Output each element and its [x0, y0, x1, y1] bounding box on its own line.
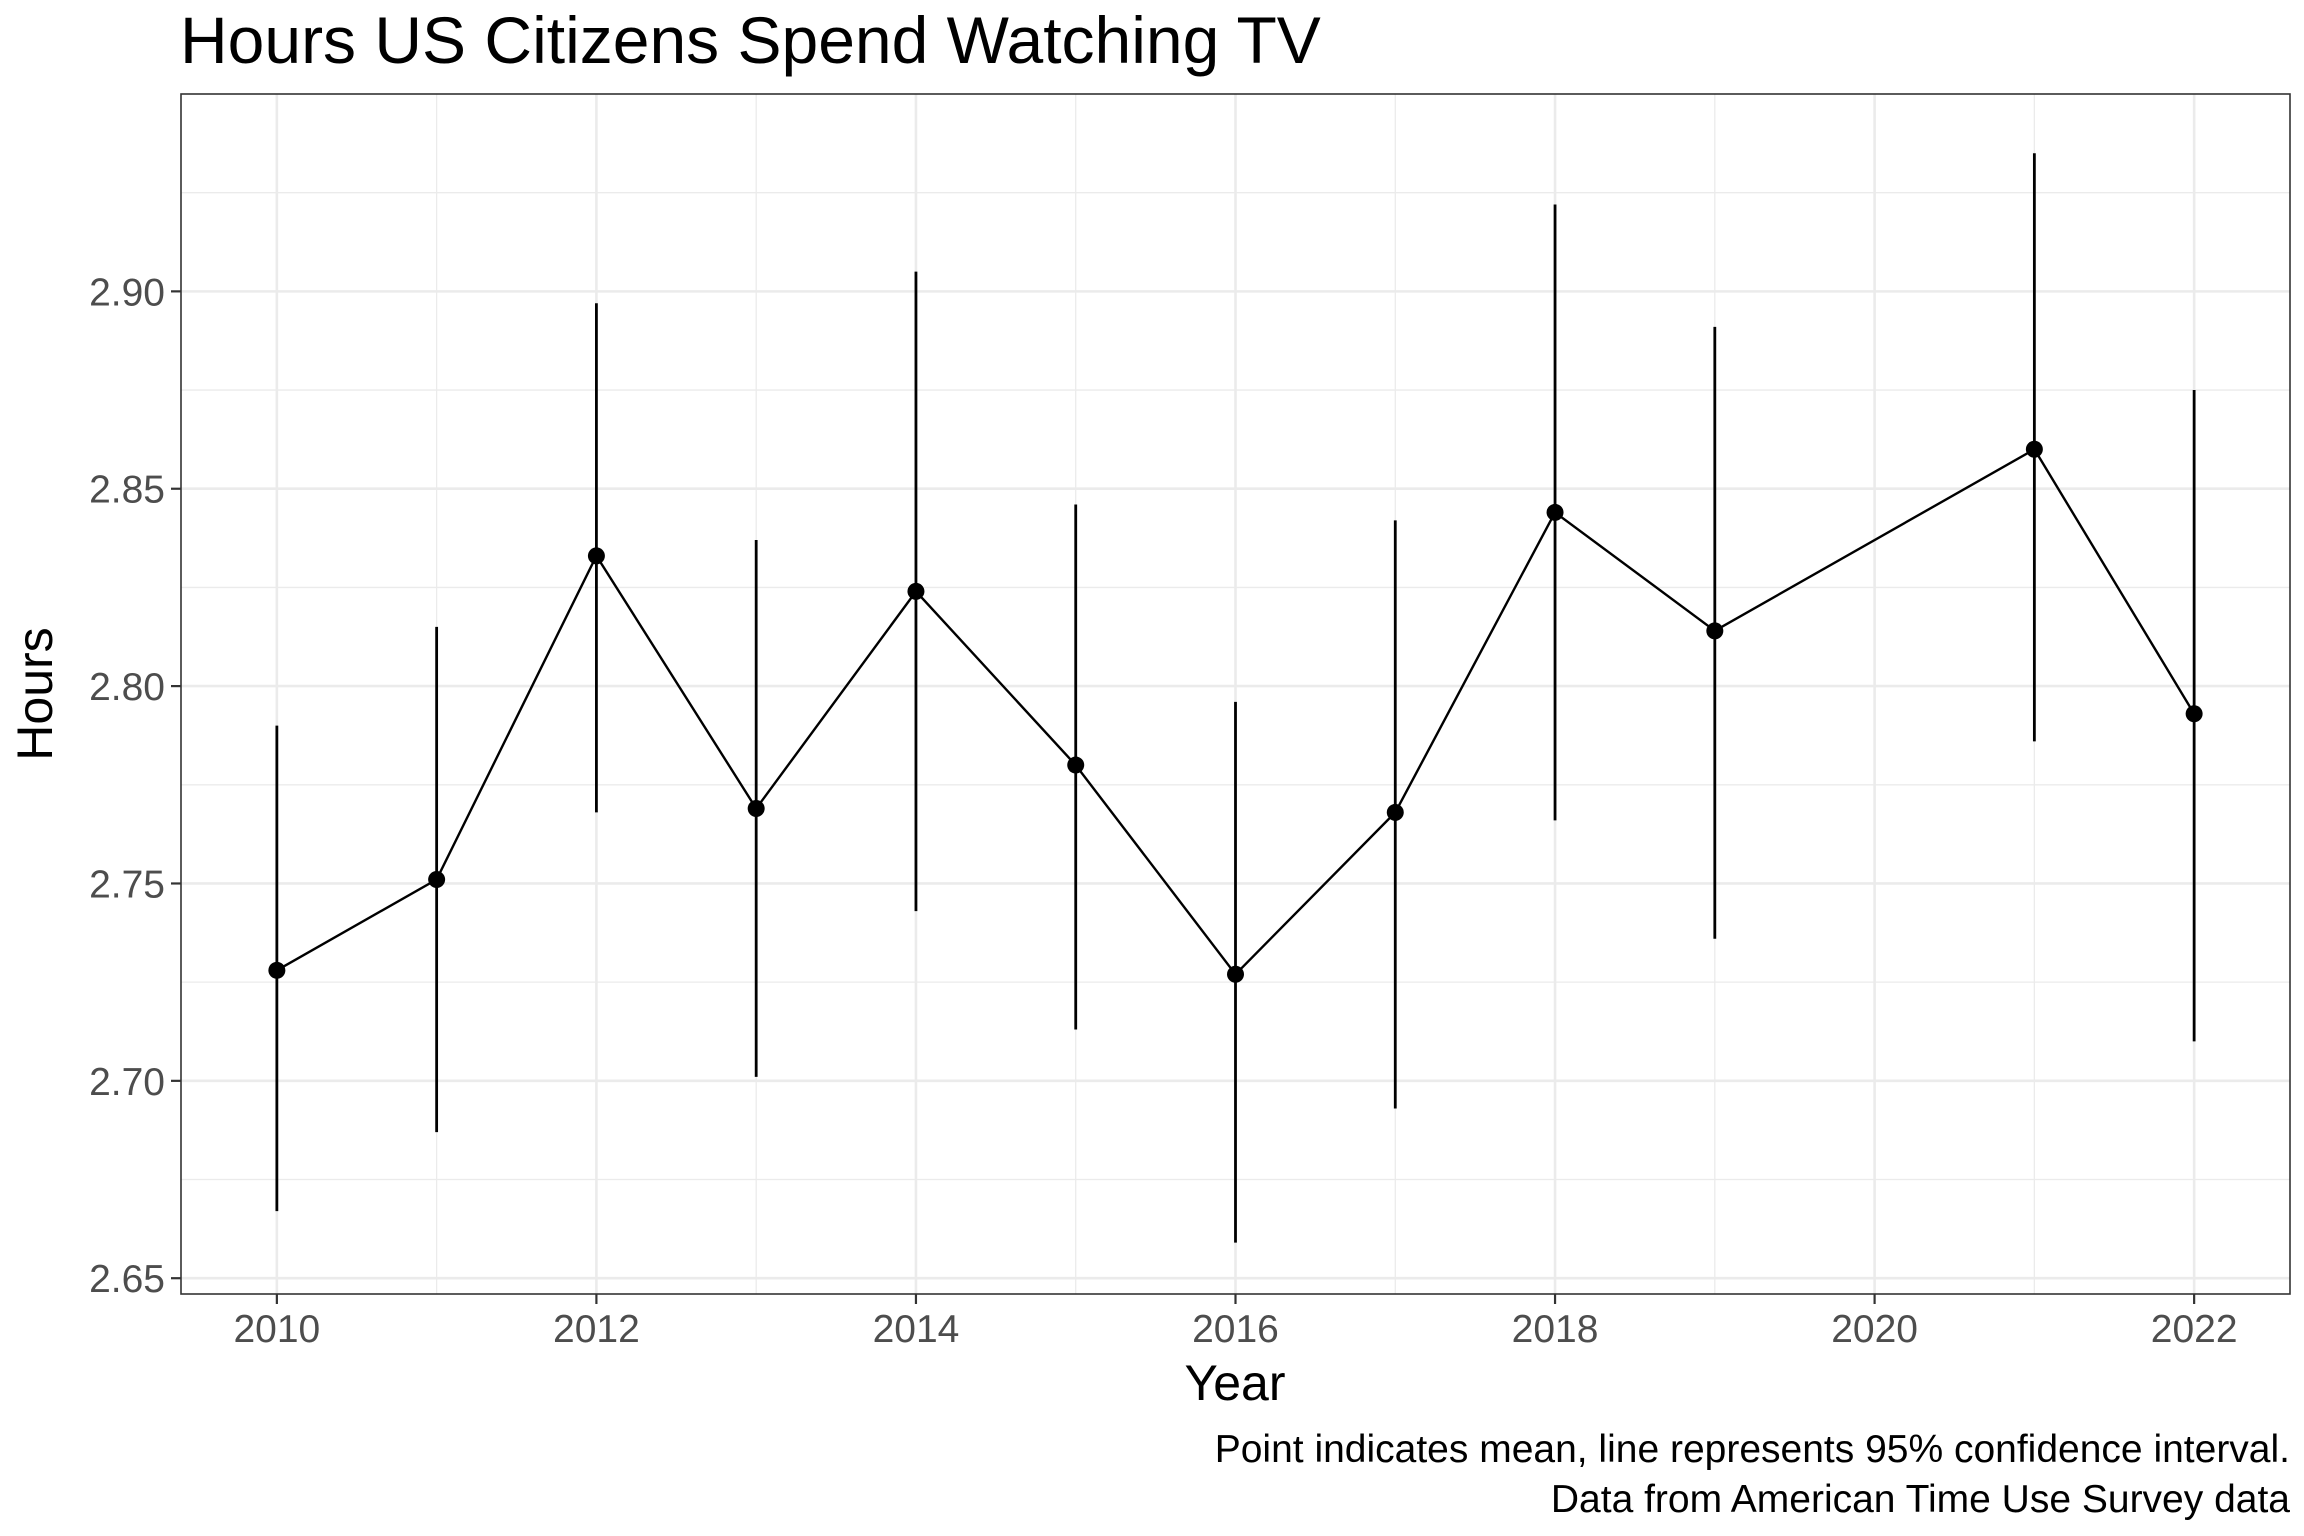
- y-tick-label: 2.70: [89, 1061, 165, 1104]
- x-axis-ticks: 2010 2012 2014 2016 2018 2020 2022: [233, 1294, 2238, 1351]
- y-tick-label: 2.90: [89, 271, 165, 314]
- y-tick-label: 2.80: [89, 666, 165, 709]
- mean-points: [268, 440, 2203, 983]
- x-tick-label: 2014: [873, 1308, 960, 1351]
- mean-point: [587, 547, 605, 565]
- chart-title: Hours US Citizens Spend Watching TV: [180, 3, 1321, 77]
- x-tick-label: 2012: [553, 1308, 640, 1351]
- mean-point: [1706, 622, 1724, 640]
- x-tick-label: 2018: [1512, 1308, 1599, 1351]
- x-tick-label: 2022: [2151, 1308, 2238, 1351]
- mean-point: [268, 961, 286, 979]
- y-tick-label: 2.85: [89, 469, 165, 512]
- mean-point: [2025, 440, 2043, 458]
- caption-line-2: Data from American Time Use Survey data: [1551, 1478, 2290, 1521]
- x-axis-title: Year: [1184, 1355, 1285, 1411]
- y-axis-title: Hours: [7, 627, 63, 760]
- mean-point: [1227, 965, 1244, 983]
- mean-point: [2185, 705, 2203, 723]
- mean-trend-line: [276, 447, 2196, 977]
- y-axis-ticks: 2.65 2.70 2.75 2.80 2.85 2.90: [89, 271, 181, 1301]
- mean-point: [747, 799, 765, 817]
- y-tick-label: 2.65: [89, 1258, 165, 1301]
- mean-point: [1067, 756, 1085, 774]
- x-tick-label: 2016: [1192, 1308, 1279, 1351]
- mean-point: [907, 582, 925, 600]
- x-tick-label: 2020: [1831, 1308, 1918, 1351]
- mean-point: [1546, 503, 1564, 521]
- mean-point: [428, 871, 446, 889]
- y-tick-label: 2.75: [89, 863, 165, 906]
- x-tick-label: 2010: [233, 1308, 320, 1351]
- mean-point: [1386, 803, 1404, 821]
- caption-line-1: Point indicates mean, line represents 95…: [1215, 1428, 2290, 1471]
